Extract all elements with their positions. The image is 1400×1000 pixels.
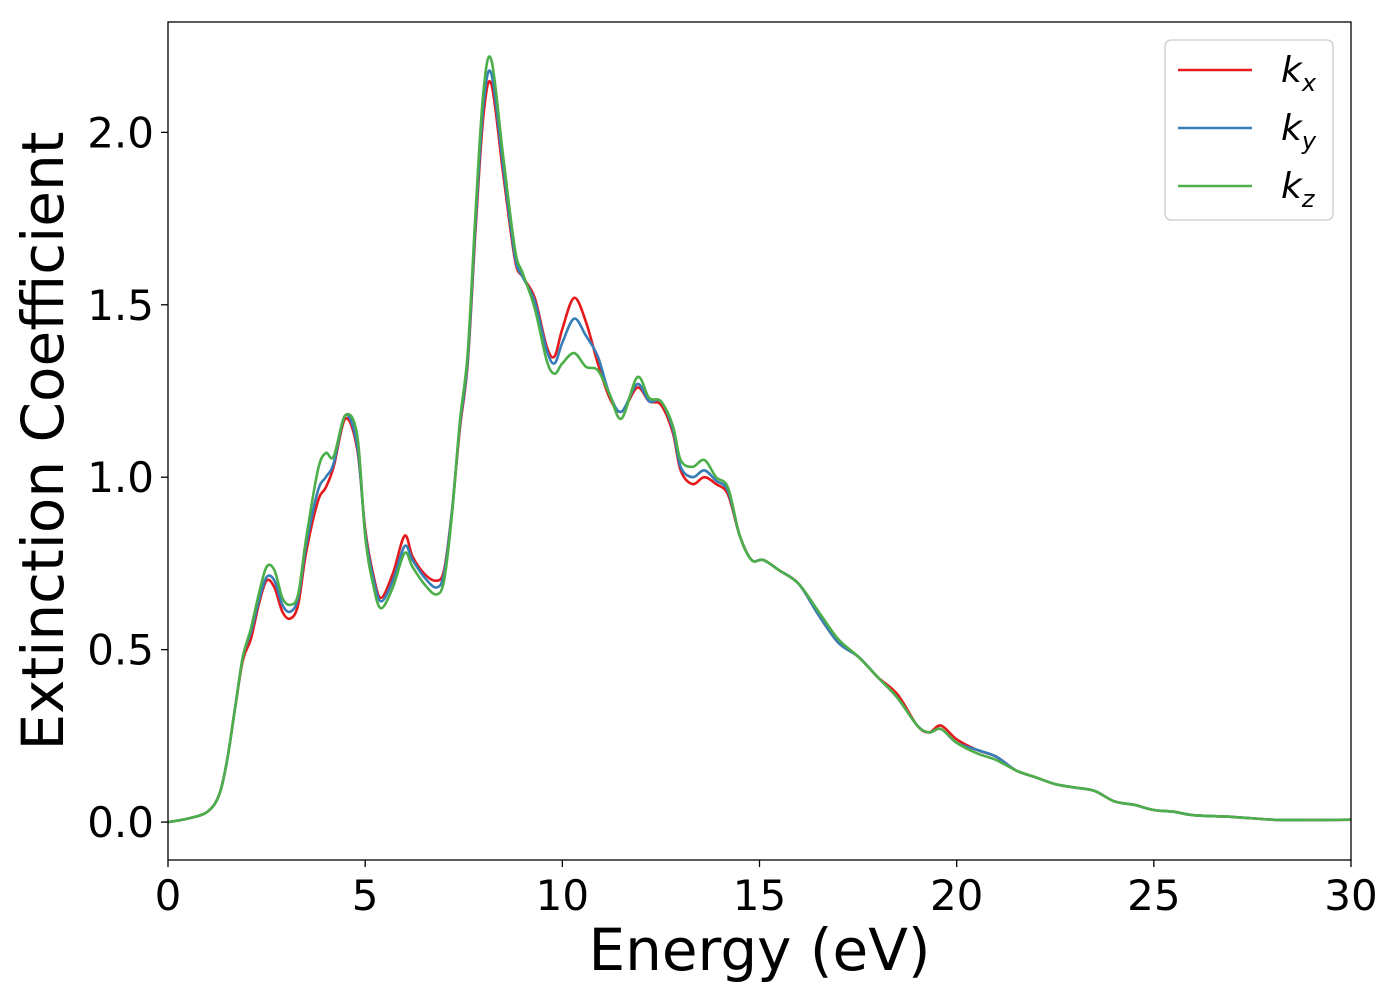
legend-label-z: kz	[1281, 166, 1316, 213]
series-line-z	[167, 55, 1352, 824]
y-tick-label: 2.0	[87, 108, 154, 157]
x-tick-label: 30	[1324, 871, 1377, 920]
x-tick-label: 25	[1127, 871, 1180, 920]
y-tick-label: 1.0	[87, 453, 154, 502]
series-line-y	[167, 69, 1352, 824]
x-tick-label: 10	[536, 871, 589, 920]
y-tick-label: 1.5	[87, 281, 154, 330]
x-tick-label: 20	[930, 871, 983, 920]
x-axis-title: Energy (eV)	[588, 916, 930, 984]
x-tick-label: 15	[733, 871, 786, 920]
legend-label-sub: z	[1301, 185, 1316, 213]
legend-label-y: ky	[1281, 108, 1317, 155]
legend-label-sub: y	[1301, 127, 1317, 155]
legend-label-main: k	[1281, 108, 1304, 149]
y-tick-label: 0.5	[87, 626, 154, 675]
legend-box	[1164, 39, 1334, 221]
legend-label-main: k	[1281, 50, 1304, 91]
x-tick-label: 0	[155, 871, 182, 920]
y-tick-label: 0.0	[87, 798, 154, 847]
x-tick-label: 5	[352, 871, 379, 920]
legend-label-main: k	[1281, 166, 1304, 207]
legend-label-sub: x	[1301, 69, 1317, 97]
plot-area	[167, 55, 1352, 824]
y-axis-title: Extinction Coefficient	[9, 132, 77, 751]
legend-label-x: kx	[1281, 50, 1317, 97]
ticks: 0 5 10 15 20 25 30 0.0 0.5 1.0 1.5 2.0	[87, 108, 1378, 920]
